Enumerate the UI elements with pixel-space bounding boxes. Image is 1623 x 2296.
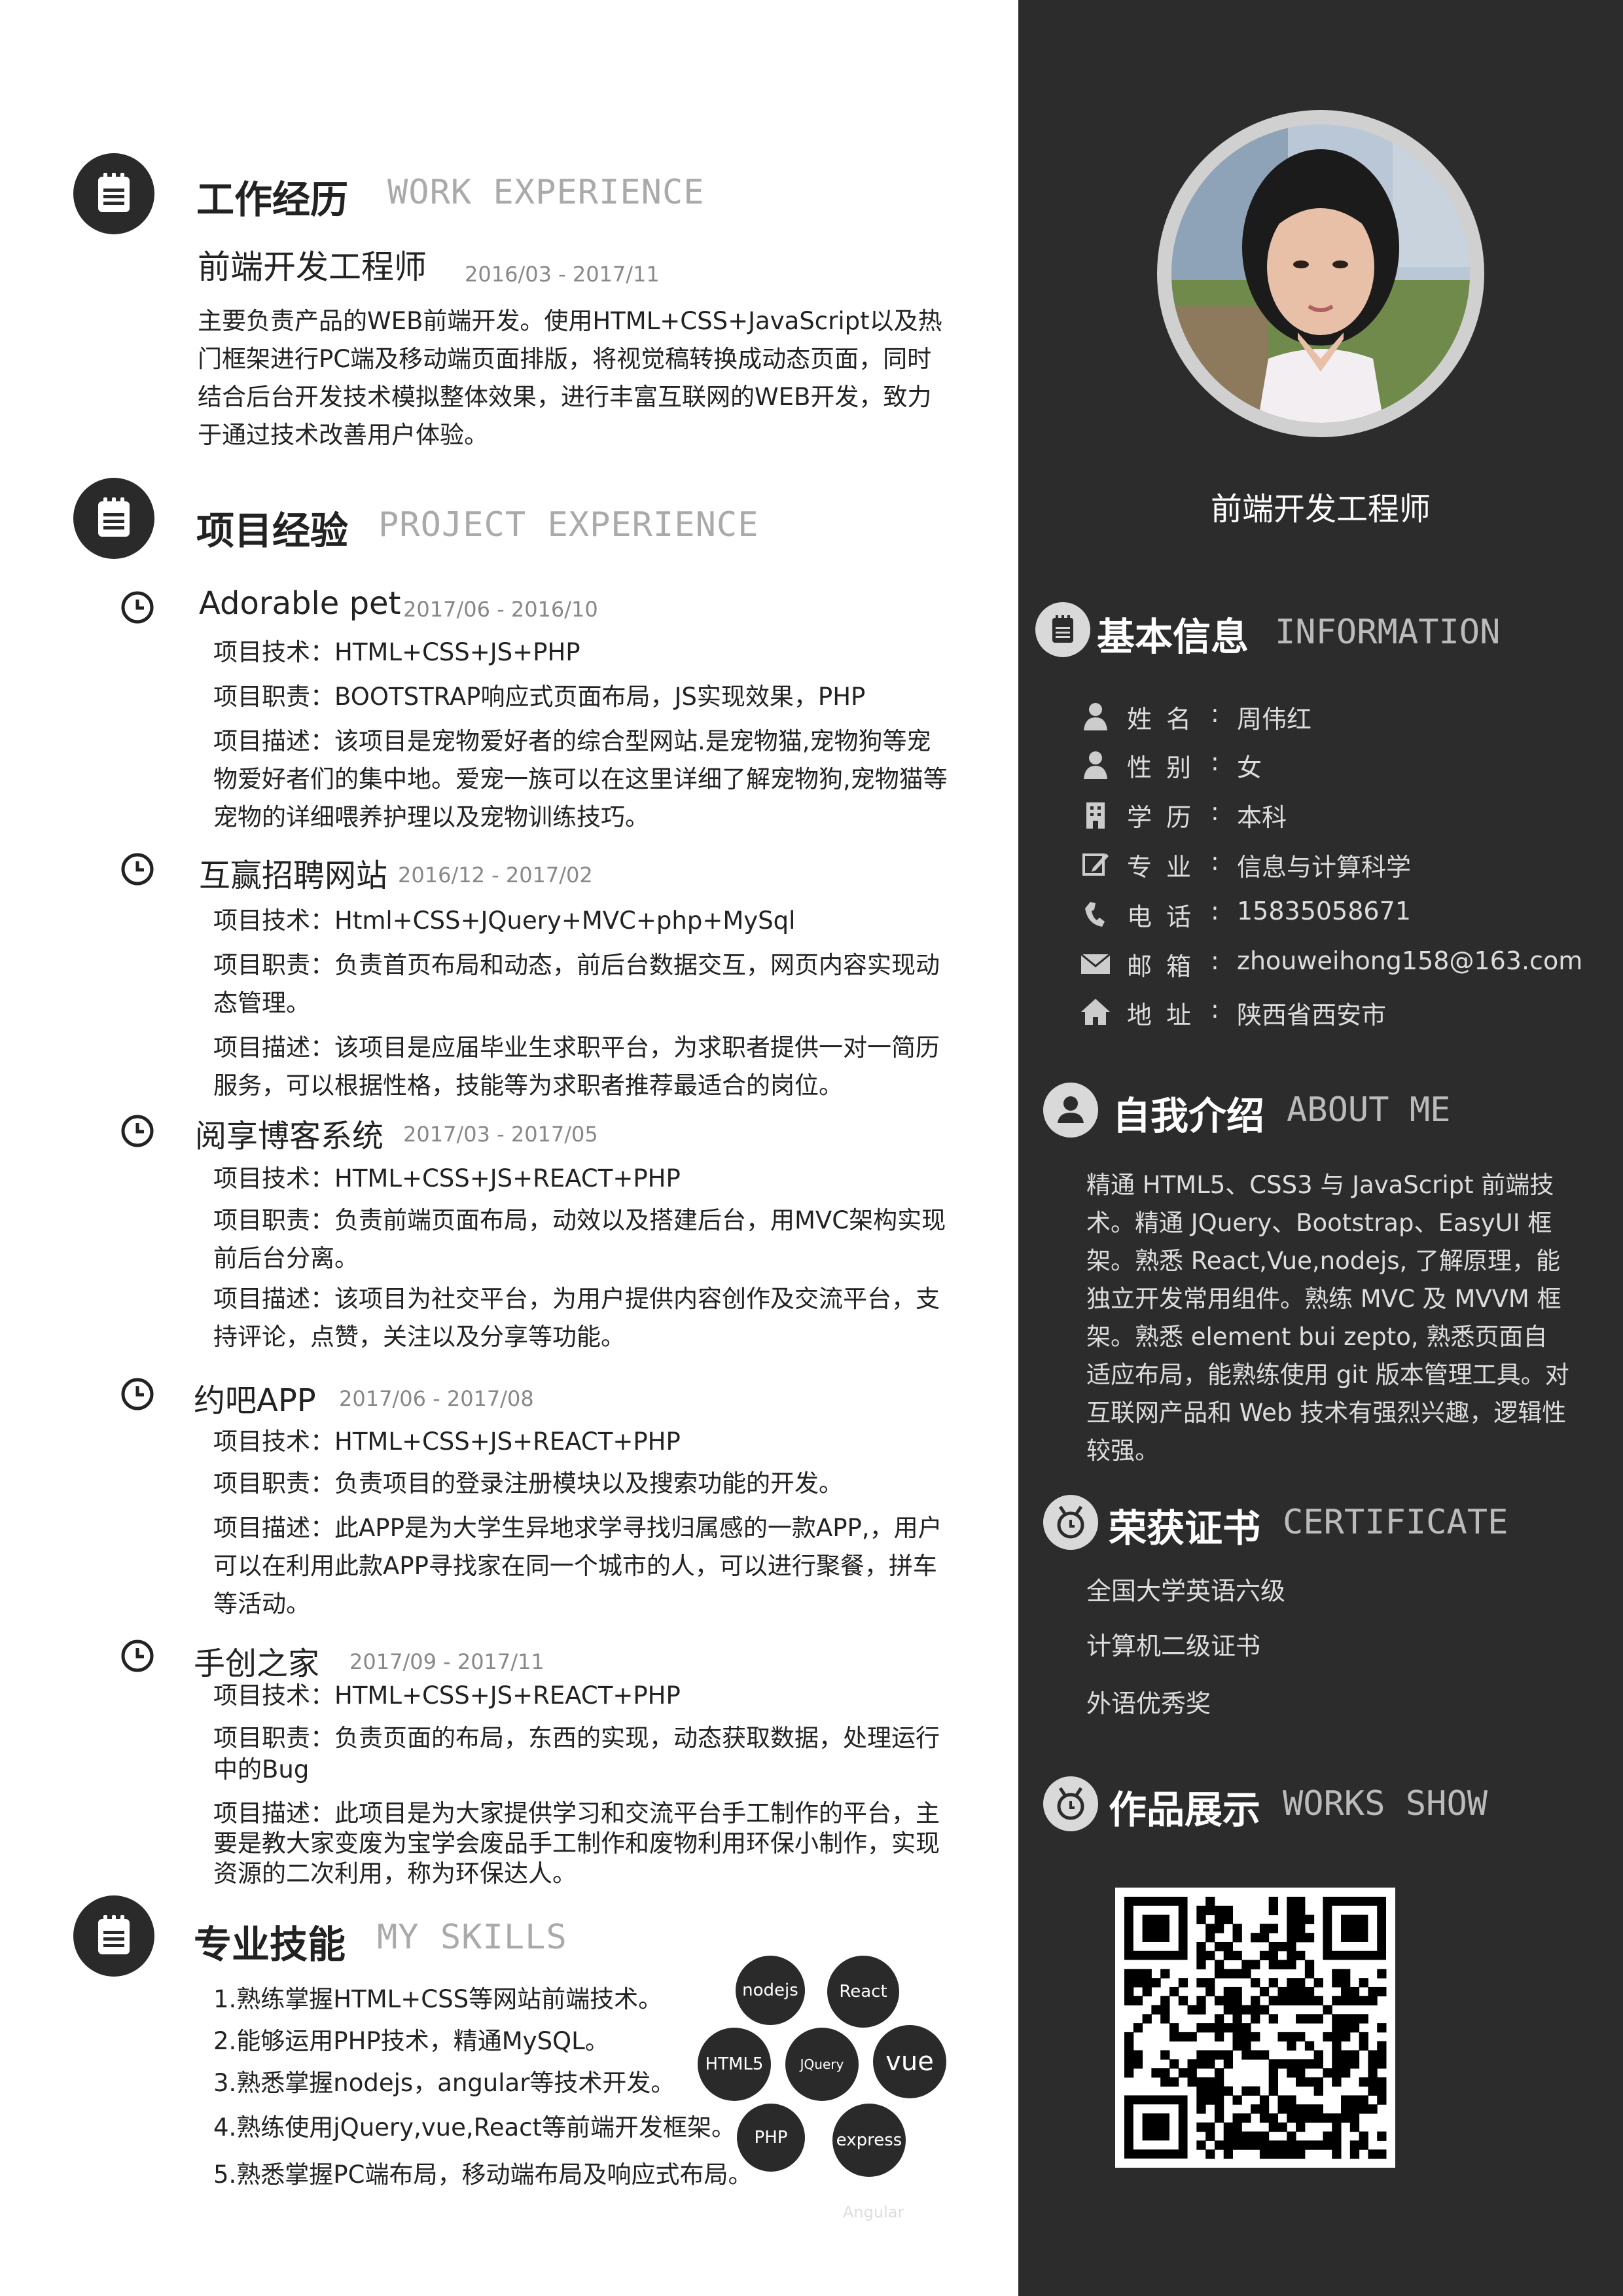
project-desc: 项目描述：该项目是应届毕业生求职平台，为求职者提供一对一简历服务，可以根据性格，… <box>213 1033 940 1100</box>
project-desc: 项目描述：该项目为社交平台，为用户提供内容创作及交流平台，支持评论，点赞，关注以… <box>213 1285 940 1351</box>
skill-bubble-express: express <box>832 2104 906 2177</box>
skill-bubble-php: PHP <box>737 2104 805 2172</box>
clock-icon <box>121 591 154 624</box>
works-section-title-en: WORKS SHOW <box>1283 1784 1488 1823</box>
project-date: 2017/03 - 2017/05 <box>403 1122 598 1147</box>
work-section-title-en: WORK EXPERIENCE <box>387 173 705 212</box>
work-date: 2016/03 - 2017/11 <box>465 262 660 287</box>
project-name: 阅享博客系统 <box>195 1118 384 1155</box>
skills-section-title-en: MY SKILLS <box>377 1918 567 1957</box>
project-desc: 项目描述：该项目是宠物爱好者的综合型网站.是宠物猫,宠物狗等宠物爱好者们的集中地… <box>213 727 948 831</box>
project-duty: 项目职责：负责项目的登录注册模块以及搜索功能的开发。 <box>213 1469 843 1498</box>
skill-item: 2.能够运用PHP技术，精通MySQL。 <box>213 2027 609 2055</box>
notepad-icon <box>73 478 154 559</box>
clock-icon <box>121 1378 154 1410</box>
skills-section-title: 专业技能 <box>194 1922 346 1967</box>
user-icon <box>1084 751 1107 779</box>
notepad-icon <box>73 1895 154 1977</box>
clock-icon <box>121 1115 154 1147</box>
works-section-title: 作品展示 <box>1109 1787 1261 1832</box>
edit-icon <box>1082 853 1109 876</box>
about-section-title-en: ABOUT ME <box>1287 1090 1451 1130</box>
skill-bubble-nodejs: nodejs <box>736 1956 805 2025</box>
work-job-title: 前端开发工程师 <box>198 248 427 286</box>
certificate-section-title: 荣获证书 <box>1109 1506 1261 1551</box>
skill-bubble-jquery: JQuery <box>785 2028 859 2101</box>
project-desc: 项目描述：此APP是为大学生异地求学寻找归属感的一款APP,，用户可以在利用此款… <box>213 1514 942 1618</box>
avatar <box>1157 110 1484 437</box>
project-date: 2017/09 - 2017/11 <box>349 1649 544 1674</box>
project-section-title-en: PROJECT EXPERIENCE <box>378 505 759 545</box>
home-icon <box>1081 999 1110 1025</box>
skill-bubble-angular: Angular <box>843 2203 904 2221</box>
mail-icon <box>1080 953 1111 974</box>
project-name: Adorable pet <box>199 585 401 622</box>
notepad-icon <box>73 153 154 234</box>
project-name: 手创之家 <box>194 1645 320 1682</box>
notepad-icon <box>1035 602 1090 657</box>
qr-code <box>1115 1888 1395 2168</box>
certificate-item: 计算机二级证书 <box>1086 1632 1261 1660</box>
info-section-title: 基本信息 <box>1097 615 1249 659</box>
clock-icon <box>121 1640 154 1672</box>
user-icon <box>1084 703 1107 730</box>
project-tech: 项目技术：HTML+CSS+JS+REACT+PHP <box>213 1427 681 1456</box>
certificate-section-title-en: CERTIFICATE <box>1283 1503 1508 1542</box>
certificate-item: 全国大学英语六级 <box>1086 1577 1286 1605</box>
skill-item: 1.熟练掌握HTML+CSS等网站前端技术。 <box>213 1985 663 2013</box>
building-icon <box>1086 802 1105 829</box>
project-duty: 项目职责：负责页面的布局，东西的实现，动态获取数据，处理运行中的Bug <box>213 1724 940 1784</box>
project-tech: 项目技术：HTML+CSS+JS+PHP <box>213 638 580 666</box>
skill-bubble-react: React <box>827 1956 899 2028</box>
project-duty: 项目职责：BOOTSTRAP响应式页面布局，JS实现效果，PHP <box>213 683 866 711</box>
clock-icon <box>121 853 154 886</box>
project-section-title: 项目经验 <box>196 509 349 553</box>
project-name: 约吧APP <box>194 1382 316 1419</box>
project-duty: 项目职责：负责首页布局和动态，前后台数据交互，网页内容实现动态管理。 <box>213 951 940 1017</box>
skill-item: 4.熟练使用jQuery,vue,React等前端开发框架。 <box>213 2113 736 2142</box>
about-section-title: 自我介绍 <box>1113 1094 1265 1138</box>
work-section-title: 工作经历 <box>196 177 349 222</box>
project-tech: 项目技术：HTML+CSS+JS+REACT+PHP <box>213 1164 681 1193</box>
skill-item: 3.熟悉掌握nodejs，angular等技术开发。 <box>213 2069 675 2097</box>
project-tech: 项目技术：HTML+CSS+JS+REACT+PHP <box>213 1681 681 1710</box>
project-duty: 项目职责：负责前端页面布局，动效以及搭建后台，用MVC架构实现前后台分离。 <box>213 1206 946 1272</box>
skill-bubble-html5: HTML5 <box>698 2028 771 2101</box>
work-description: 主要负责产品的WEB前端开发。使用HTML+CSS+JavaScript以及热门… <box>198 307 942 449</box>
profile-job-title: 前端开发工程师 <box>1210 491 1431 528</box>
info-section-title-en: INFORMATION <box>1275 613 1501 652</box>
about-text: 精通 HTML5、CSS3 与 JavaScript 前端技术。精通 JQuer… <box>1086 1171 1569 1465</box>
medal-icon <box>1043 1495 1098 1550</box>
project-date: 2017/06 - 2017/08 <box>339 1386 534 1411</box>
project-tech: 项目技术：Html+CSS+JQuery+MVC+php+MySql <box>213 906 796 935</box>
user-icon <box>1043 1083 1098 1138</box>
skill-item: 5.熟悉掌握PC端布局，移动端布局及响应式布局。 <box>213 2161 753 2189</box>
project-desc: 项目描述：此项目是为大家提供学习和交流平台手工制作的平台，主要是教大家变废为宝学… <box>213 1799 940 1888</box>
project-date: 2017/06 - 2016/10 <box>403 597 598 622</box>
phone-icon <box>1085 902 1105 927</box>
medal-icon <box>1043 1776 1098 1831</box>
certificate-item: 外语优秀奖 <box>1086 1689 1211 1718</box>
project-name: 互赢招聘网站 <box>199 857 388 894</box>
skill-bubble-vue: vue <box>873 2025 946 2098</box>
project-date: 2016/12 - 2017/02 <box>398 863 593 888</box>
